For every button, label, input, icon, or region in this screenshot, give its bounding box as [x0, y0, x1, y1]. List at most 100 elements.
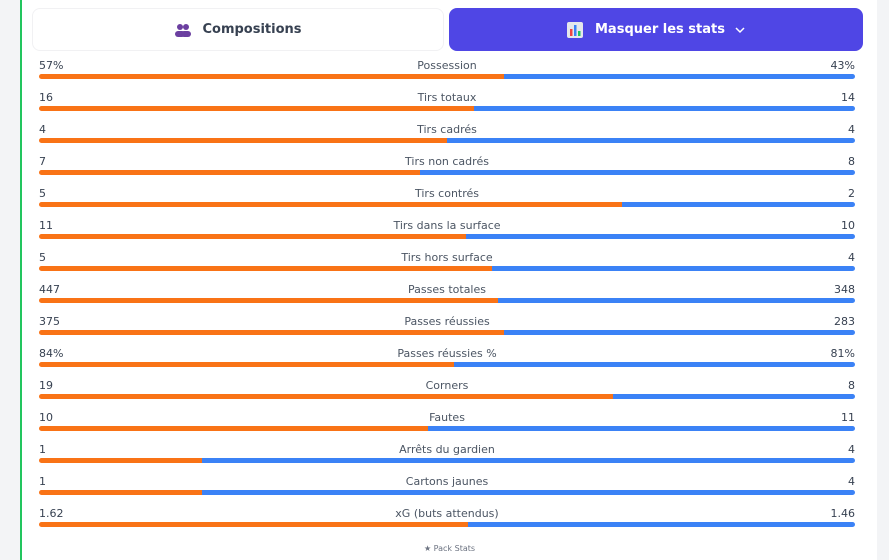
home-bar: [39, 394, 614, 399]
away-bar: [454, 362, 855, 367]
home-bar: [39, 106, 475, 111]
home-bar: [39, 266, 493, 271]
away-value: 11: [841, 411, 855, 424]
away-value: 43%: [830, 59, 855, 72]
home-value: 5: [39, 187, 46, 200]
stat-row: 10 Fautes 11: [39, 411, 855, 441]
away-bar: [492, 266, 855, 271]
home-value: 19: [39, 379, 53, 392]
home-value: 11: [39, 219, 53, 232]
home-bar: [39, 202, 622, 207]
away-bar: [468, 522, 855, 527]
stat-row: 7 Tirs non cadrés 8: [39, 155, 855, 185]
stat-row: 1.62 xG (buts attendus) 1.46: [39, 507, 855, 537]
home-value: 7: [39, 155, 46, 168]
home-bar: [39, 362, 455, 367]
home-bar: [39, 74, 505, 79]
stat-label: Tirs cadrés: [417, 123, 477, 136]
away-bar: [447, 138, 855, 143]
stat-row: 57% Possession 43%: [39, 59, 855, 89]
home-bar: [39, 458, 203, 463]
stat-label: Tirs hors surface: [401, 251, 493, 264]
away-bar: [504, 330, 855, 335]
stat-row: 16 Tirs totaux 14: [39, 91, 855, 121]
stat-label: Tirs dans la surface: [393, 219, 501, 232]
home-value: 5: [39, 251, 46, 264]
home-bar: [39, 170, 420, 175]
footer: ★ Pack Stats: [423, 544, 476, 553]
away-bar: [474, 106, 855, 111]
home-bar: [39, 138, 447, 143]
home-bar: [39, 490, 203, 495]
home-bar: [39, 426, 428, 431]
stat-label: Passes réussies: [404, 315, 490, 328]
stat-label: xG (buts attendus): [395, 507, 499, 520]
stat-row: 5 Tirs hors surface 4: [39, 251, 855, 281]
button-label: Compositions: [202, 22, 302, 37]
away-bar: [427, 426, 855, 431]
home-value: 16: [39, 91, 53, 104]
stat-label: Cartons jaunes: [405, 475, 489, 488]
stat-row: 375 Passes réussies 283: [39, 315, 855, 345]
away-value: 14: [841, 91, 855, 104]
away-value: 283: [834, 315, 855, 328]
away-value: 8: [848, 155, 855, 168]
stat-row: 84% Passes réussies % 81%: [39, 347, 855, 377]
away-bar: [621, 202, 855, 207]
stat-row: 11 Tirs dans la surface 10: [39, 219, 855, 249]
away-value: 348: [834, 283, 855, 296]
home-value: 4: [39, 123, 46, 136]
stat-label: Fautes: [429, 411, 465, 424]
home-value: 10: [39, 411, 53, 424]
stat-label: Passes réussies %: [397, 347, 497, 360]
away-value: 4: [848, 475, 855, 488]
stat-row: 19 Corners 8: [39, 379, 855, 409]
away-value: 2: [848, 187, 855, 200]
away-bar: [466, 234, 855, 239]
toggle-stats-button[interactable]: Masquer les stats: [449, 8, 863, 51]
away-value: 1.46: [830, 507, 856, 520]
away-value: 4: [848, 123, 855, 136]
home-bar: [39, 330, 505, 335]
home-value: 447: [39, 283, 60, 296]
stat-row: 447 Passes totales 348: [39, 283, 855, 313]
home-value: 375: [39, 315, 60, 328]
home-value: 1: [39, 475, 46, 488]
home-bar: [39, 298, 498, 303]
away-bar: [504, 74, 855, 79]
home-bar: [39, 234, 467, 239]
stat-row: 4 Tirs cadrés 4: [39, 123, 855, 153]
away-bar: [202, 458, 855, 463]
chart-icon: [567, 21, 583, 38]
compositions-button[interactable]: Compositions: [32, 8, 444, 51]
away-value: 8: [848, 379, 855, 392]
home-bar: [39, 522, 469, 527]
stat-label: Corners: [425, 379, 469, 392]
stat-row: 5 Tirs contrés 2: [39, 187, 855, 217]
stat-label: Tirs totaux: [417, 91, 477, 104]
stat-label: Arrêts du gardien: [399, 443, 495, 456]
stat-row: 1 Arrêts du gardien 4: [39, 443, 855, 473]
away-bar: [202, 490, 855, 495]
away-bar: [613, 394, 855, 399]
people-icon: [175, 23, 192, 37]
away-bar: [497, 298, 855, 303]
away-value: 10: [841, 219, 855, 232]
home-value: 84%: [39, 347, 64, 360]
away-value: 4: [848, 443, 855, 456]
stat-label: Possession: [417, 59, 477, 72]
stat-label: Tirs contrés: [414, 187, 480, 200]
stat-label: Passes totales: [408, 283, 486, 296]
away-value: 4: [848, 251, 855, 264]
stat-label: Tirs non cadrés: [405, 155, 489, 168]
button-label: Masquer les stats: [595, 22, 725, 37]
stats-panel: Compositions Masquer les stats 57% Posses…: [20, 0, 877, 560]
home-value: 57%: [39, 59, 64, 72]
away-bar: [419, 170, 855, 175]
away-value: 81%: [830, 347, 855, 360]
stat-row: 1 Cartons jaunes 4: [39, 475, 855, 505]
home-value: 1: [39, 443, 46, 456]
home-value: 1.62: [39, 507, 64, 520]
chevron: [735, 26, 745, 33]
